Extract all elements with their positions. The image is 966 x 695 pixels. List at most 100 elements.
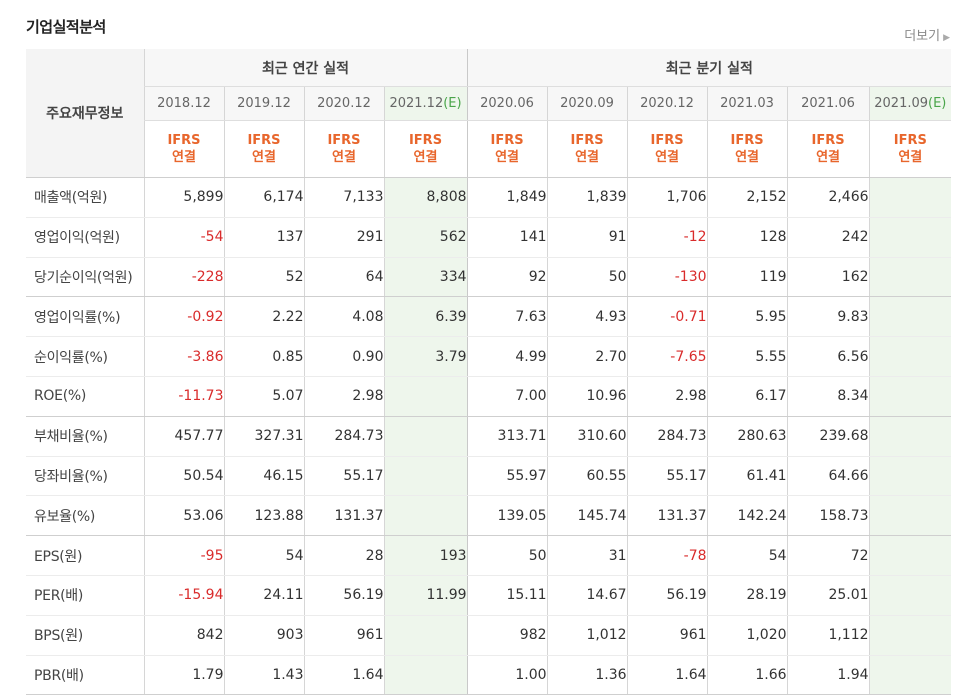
ifrs-cell: IFRS 연결 — [706, 120, 788, 178]
table-cell — [383, 655, 468, 695]
table-cell: 842 — [143, 615, 224, 656]
row-label: ROE(%) — [26, 376, 144, 417]
table-cell — [868, 456, 952, 497]
period-label: 2021.06 — [801, 96, 855, 111]
row-label: 부채비율(%) — [26, 416, 144, 457]
table-cell — [868, 257, 952, 298]
period-header-quarterly: 2021.06 — [786, 86, 870, 121]
table-cell: 961 — [303, 615, 384, 656]
table-cell: 280.63 — [706, 416, 788, 457]
table-cell — [383, 456, 468, 497]
table-row: ROE(%) -11.73 5.07 2.98 7.00 10.96 2.98 6.17 8.3… — [26, 376, 952, 417]
period-header-annual: 2020.12 — [303, 86, 384, 121]
table-cell: 2,152 — [706, 177, 788, 218]
row-label: 당좌비율(%) — [26, 456, 144, 497]
table-cell: 2.22 — [223, 296, 304, 338]
ifrs-line1: IFRS — [327, 133, 361, 148]
ifrs-label: IFRS 연결 — [570, 132, 603, 166]
table-cell: 55.97 — [466, 456, 548, 497]
ifrs-line2: 연결 — [655, 150, 679, 165]
ifrs-cell: IFRS 연결 — [143, 120, 224, 178]
table-cell: 50 — [546, 257, 628, 298]
ifrs-label: IFRS 연결 — [650, 132, 683, 166]
section-header: 기업실적분석 더보기 ▶ — [0, 0, 966, 50]
table-cell: 5.55 — [706, 336, 788, 377]
table-cell: 1.64 — [303, 655, 384, 695]
more-link-label: 더보기 — [904, 29, 941, 44]
chevron-right-icon: ▶ — [943, 33, 950, 43]
estimate-tag: (E) — [928, 96, 947, 111]
table-cell: 52 — [223, 257, 304, 298]
ifrs-line2: 연결 — [332, 150, 356, 165]
row-label: 영업이익률(%) — [26, 296, 144, 338]
table-cell: -95 — [143, 535, 224, 576]
period-label: 2020.12 — [640, 96, 694, 111]
ifrs-line1: IFRS — [650, 133, 684, 148]
ifrs-line1: IFRS — [490, 133, 524, 148]
table-row: PER(배) -15.94 24.11 56.19 11.99 15.11 14.67 56.… — [26, 575, 952, 616]
ifrs-line2: 연결 — [172, 150, 196, 165]
row-label: PBR(배) — [26, 655, 144, 695]
row-label: 순이익률(%) — [26, 336, 144, 377]
table-cell: 6.39 — [383, 296, 468, 338]
table-cell: 242 — [786, 217, 870, 258]
table-row: 순이익률(%) -3.86 0.85 0.90 3.79 4.99 2.70 -7.65 5.5… — [26, 336, 952, 377]
table-cell: 961 — [626, 615, 708, 656]
table-cell: 4.93 — [546, 296, 628, 338]
table-cell: 1.79 — [143, 655, 224, 695]
table-cell: 158.73 — [786, 495, 870, 537]
period-label: 2018.12 — [157, 96, 211, 111]
table-cell: 1,020 — [706, 615, 788, 656]
ifrs-line2: 연결 — [413, 150, 438, 165]
table-cell — [868, 177, 952, 218]
table-cell: 1.94 — [786, 655, 870, 695]
table-cell: 291 — [303, 217, 384, 258]
ifrs-label: IFRS 연결 — [167, 132, 200, 166]
table-cell: 982 — [466, 615, 548, 656]
table-cell — [868, 376, 952, 417]
table-cell: 457.77 — [143, 416, 224, 457]
ifrs-line1: IFRS — [811, 133, 845, 148]
period-header-quarterly: 2021.09(E) — [868, 86, 952, 121]
period-label: 2020.09 — [560, 96, 614, 111]
ifrs-line2: 연결 — [575, 150, 599, 165]
period-header-annual: 2021.12(E) — [383, 86, 468, 121]
table-row: 당기순이익(억원) -228 52 64 334 92 50 -130 119 162 — [26, 257, 952, 298]
ifrs-line1: IFRS — [247, 133, 281, 148]
table-cell: 1.36 — [546, 655, 628, 695]
table-cell: 162 — [786, 257, 870, 298]
table-cell — [868, 416, 952, 457]
row-label: 매출액(억원) — [26, 177, 144, 218]
table-cell: 139.05 — [466, 495, 548, 537]
ifrs-row: IFRS 연결 IFRS 연결 IFRS 연결 IFRS 연결 IFRS 연결 IFRS 연결 IFRS… — [26, 120, 952, 178]
table-row: BPS(원) 842 903 961 982 1,012 961 1,020 1,112 — [26, 615, 952, 656]
table-body: 매출액(억원) 5,899 6,174 7,133 8,808 1,849 1,839 1,7… — [26, 177, 952, 695]
table-cell: 0.85 — [223, 336, 304, 377]
table-cell: 6,174 — [223, 177, 304, 218]
table-cell: 5.95 — [706, 296, 788, 338]
table-cell: 25.01 — [786, 575, 870, 616]
row-label: EPS(원) — [26, 535, 144, 576]
table-cell: 1.43 — [223, 655, 304, 695]
financial-table: 주요재무정보 최근 연간 실적 최근 분기 실적 2018.12 2019.12 2… — [26, 49, 952, 695]
table-cell: 284.73 — [303, 416, 384, 457]
table-cell: -11.73 — [143, 376, 224, 417]
table-cell: 6.17 — [706, 376, 788, 417]
ifrs-label: IFRS 연결 — [811, 132, 844, 166]
table-cell — [383, 615, 468, 656]
ifrs-line1: IFRS — [730, 133, 764, 148]
ifrs-line1: IFRS — [167, 133, 201, 148]
table-cell: 1.00 — [466, 655, 548, 695]
more-link[interactable]: 더보기 ▶ — [904, 25, 950, 44]
table-cell: 28.19 — [706, 575, 788, 616]
period-header-annual: 2018.12 — [143, 86, 224, 121]
table-cell: 55.17 — [303, 456, 384, 497]
table-cell: 92 — [466, 257, 548, 298]
table-cell: 55.17 — [626, 456, 708, 497]
table-cell: 7.00 — [466, 376, 548, 417]
ifrs-line1: IFRS — [570, 133, 604, 148]
table-row: PBR(배) 1.79 1.43 1.64 1.00 1.36 1.64 1.66 1.94 — [26, 655, 952, 695]
table-cell: 141 — [466, 217, 548, 258]
ifrs-cell: IFRS 연결 — [786, 120, 870, 178]
table-cell: 137 — [223, 217, 304, 258]
